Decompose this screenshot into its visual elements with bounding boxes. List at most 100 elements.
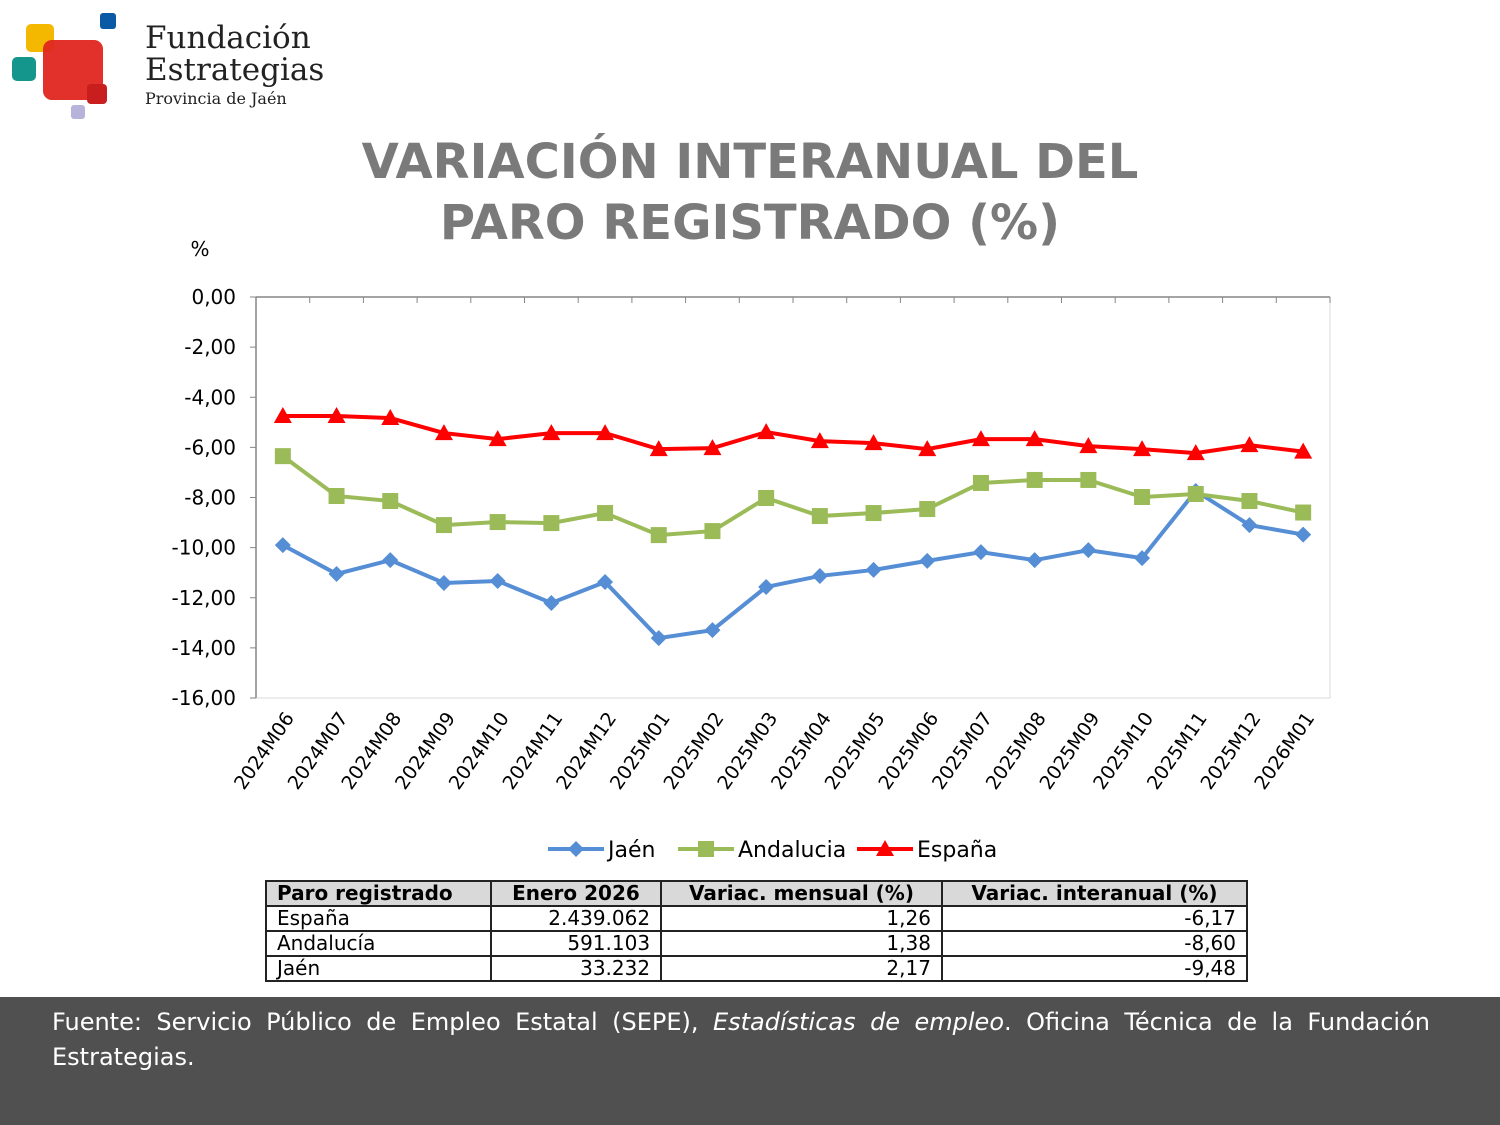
cell: 1,38 [660,930,943,957]
data-point-espaa [273,407,292,424]
data-point-jan [1080,542,1097,559]
y-axis-label: % [190,237,209,261]
data-point-jan [811,567,828,584]
table-row: España 2.439.062 1,26 -6,17 [265,905,1249,932]
col-header: Enero 2026 [489,880,663,907]
series-line-andalucia [281,454,1304,538]
source-text-end: . Oficina Técnica de la Fundación Estrat… [52,1008,1430,1071]
data-point-andalucia [1080,471,1097,488]
y-tick-label: 0,00 [191,285,236,309]
data-point-andalucia [328,487,345,504]
source-footer: Fuente: Servicio Público de Empleo Estat… [0,997,1500,1125]
data-point-espaa [918,440,937,457]
cell: 2,17 [660,955,943,982]
cell: -6,17 [940,905,1249,932]
data-point-andalucia [1134,488,1151,505]
y-tick-label: -12,00 [172,586,236,610]
data-point-andalucia [865,505,882,522]
y-tick-label: -8,00 [184,486,236,510]
logo-line2: Estrategias [145,52,325,88]
data-point-andalucia [704,523,721,540]
legend-marker-andalucia [698,841,714,857]
data-point-jan [328,565,345,582]
data-point-andalucia [274,448,291,465]
y-tick-label: -16,00 [172,686,236,710]
data-point-andalucia [1026,471,1043,488]
data-point-jan [1026,552,1043,569]
cell: 33.232 [489,955,663,982]
source-text: Fuente: Servicio Público de Empleo Estat… [52,1008,713,1036]
source-publication: Estadísticas de empleo [712,1008,1005,1036]
data-point-andalucia [543,515,560,532]
cell: -8,60 [940,930,1249,957]
plot-area [255,296,1331,699]
data-point-jan [435,574,452,591]
data-point-espaa [1186,444,1205,461]
data-point-jan [650,630,667,647]
data-point-espaa [703,439,722,456]
data-point-espaa [649,440,668,457]
cell: 1,26 [660,905,943,932]
logo-line3: Provincia de Jaén [145,89,287,108]
chart-title: VARIACIÓN INTERANUAL DEL PARO REGISTRADO… [300,132,1200,254]
data-point-espaa [327,407,346,424]
logo-line1: Fundación [145,20,311,56]
title-line-2: PARO REGISTRADO (%) [439,195,1061,251]
data-point-jan [1134,550,1151,567]
data-point-espaa [542,424,561,441]
y-tick-label: -2,00 [184,335,236,359]
col-header: Variac. interanual (%) [940,880,1249,907]
table-row: Jaén 33.232 2,17 -9,48 [265,955,1249,982]
data-point-jan [274,537,291,554]
data-point-andalucia [972,474,989,491]
data-point-andalucia [919,501,936,518]
data-point-andalucia [435,517,452,534]
data-point-jan [704,622,721,639]
y-tick-label: -14,00 [172,636,236,660]
data-point-andalucia [597,505,614,522]
data-point-espaa [864,434,883,451]
data-point-andalucia [1295,504,1312,521]
title-line-1: VARIACIÓN INTERANUAL DEL [361,134,1139,190]
cell: Jaén [265,955,492,982]
data-point-andalucia [650,527,667,544]
data-point-espaa [1240,436,1259,453]
legend-marker-jan [568,841,584,857]
cell: Andalucía [265,930,492,957]
col-header: Paro registrado [265,880,492,907]
data-point-espaa [434,424,453,441]
y-tick-label: -6,00 [184,435,236,459]
series-line-jan [281,488,1304,641]
summary-table: Paro registrado Enero 2026 Variac. mensu… [265,880,1249,982]
table-header-row: Paro registrado Enero 2026 Variac. mensu… [265,880,1249,907]
data-point-jan [382,552,399,569]
legend-marker-espaa [876,840,894,856]
data-point-jan [758,578,775,595]
y-tick-label: -10,00 [172,536,236,560]
data-point-jan [865,561,882,578]
data-point-jan [972,544,989,561]
data-point-jan [1295,526,1312,543]
data-point-andalucia [1187,485,1204,502]
data-point-andalucia [489,514,506,531]
data-point-espaa [596,424,615,441]
cell: 2.439.062 [489,905,663,932]
data-point-andalucia [1241,493,1258,510]
legend-label-jan: Jaén [606,838,655,863]
data-point-espaa [1025,430,1044,447]
legend-label-andalucia: Andalucia [738,838,846,863]
data-point-espaa [1294,442,1313,459]
series-line-espaa [282,414,1304,456]
legend-label-espaa: España [917,838,997,863]
data-point-jan [489,572,506,589]
logo-mark-icon [12,13,116,119]
data-point-jan [543,595,560,612]
data-point-espaa [810,432,829,449]
data-point-espaa [1133,440,1152,457]
data-point-espaa [757,423,776,440]
data-point-jan [919,552,936,569]
line-chart: % 0,00 -2,00 -4,00 -6,00 -8,00 -10,00 -12,00 -1… [172,237,1331,863]
data-point-jan [597,573,614,590]
data-point-espaa [488,430,507,447]
data-point-andalucia [382,493,399,510]
